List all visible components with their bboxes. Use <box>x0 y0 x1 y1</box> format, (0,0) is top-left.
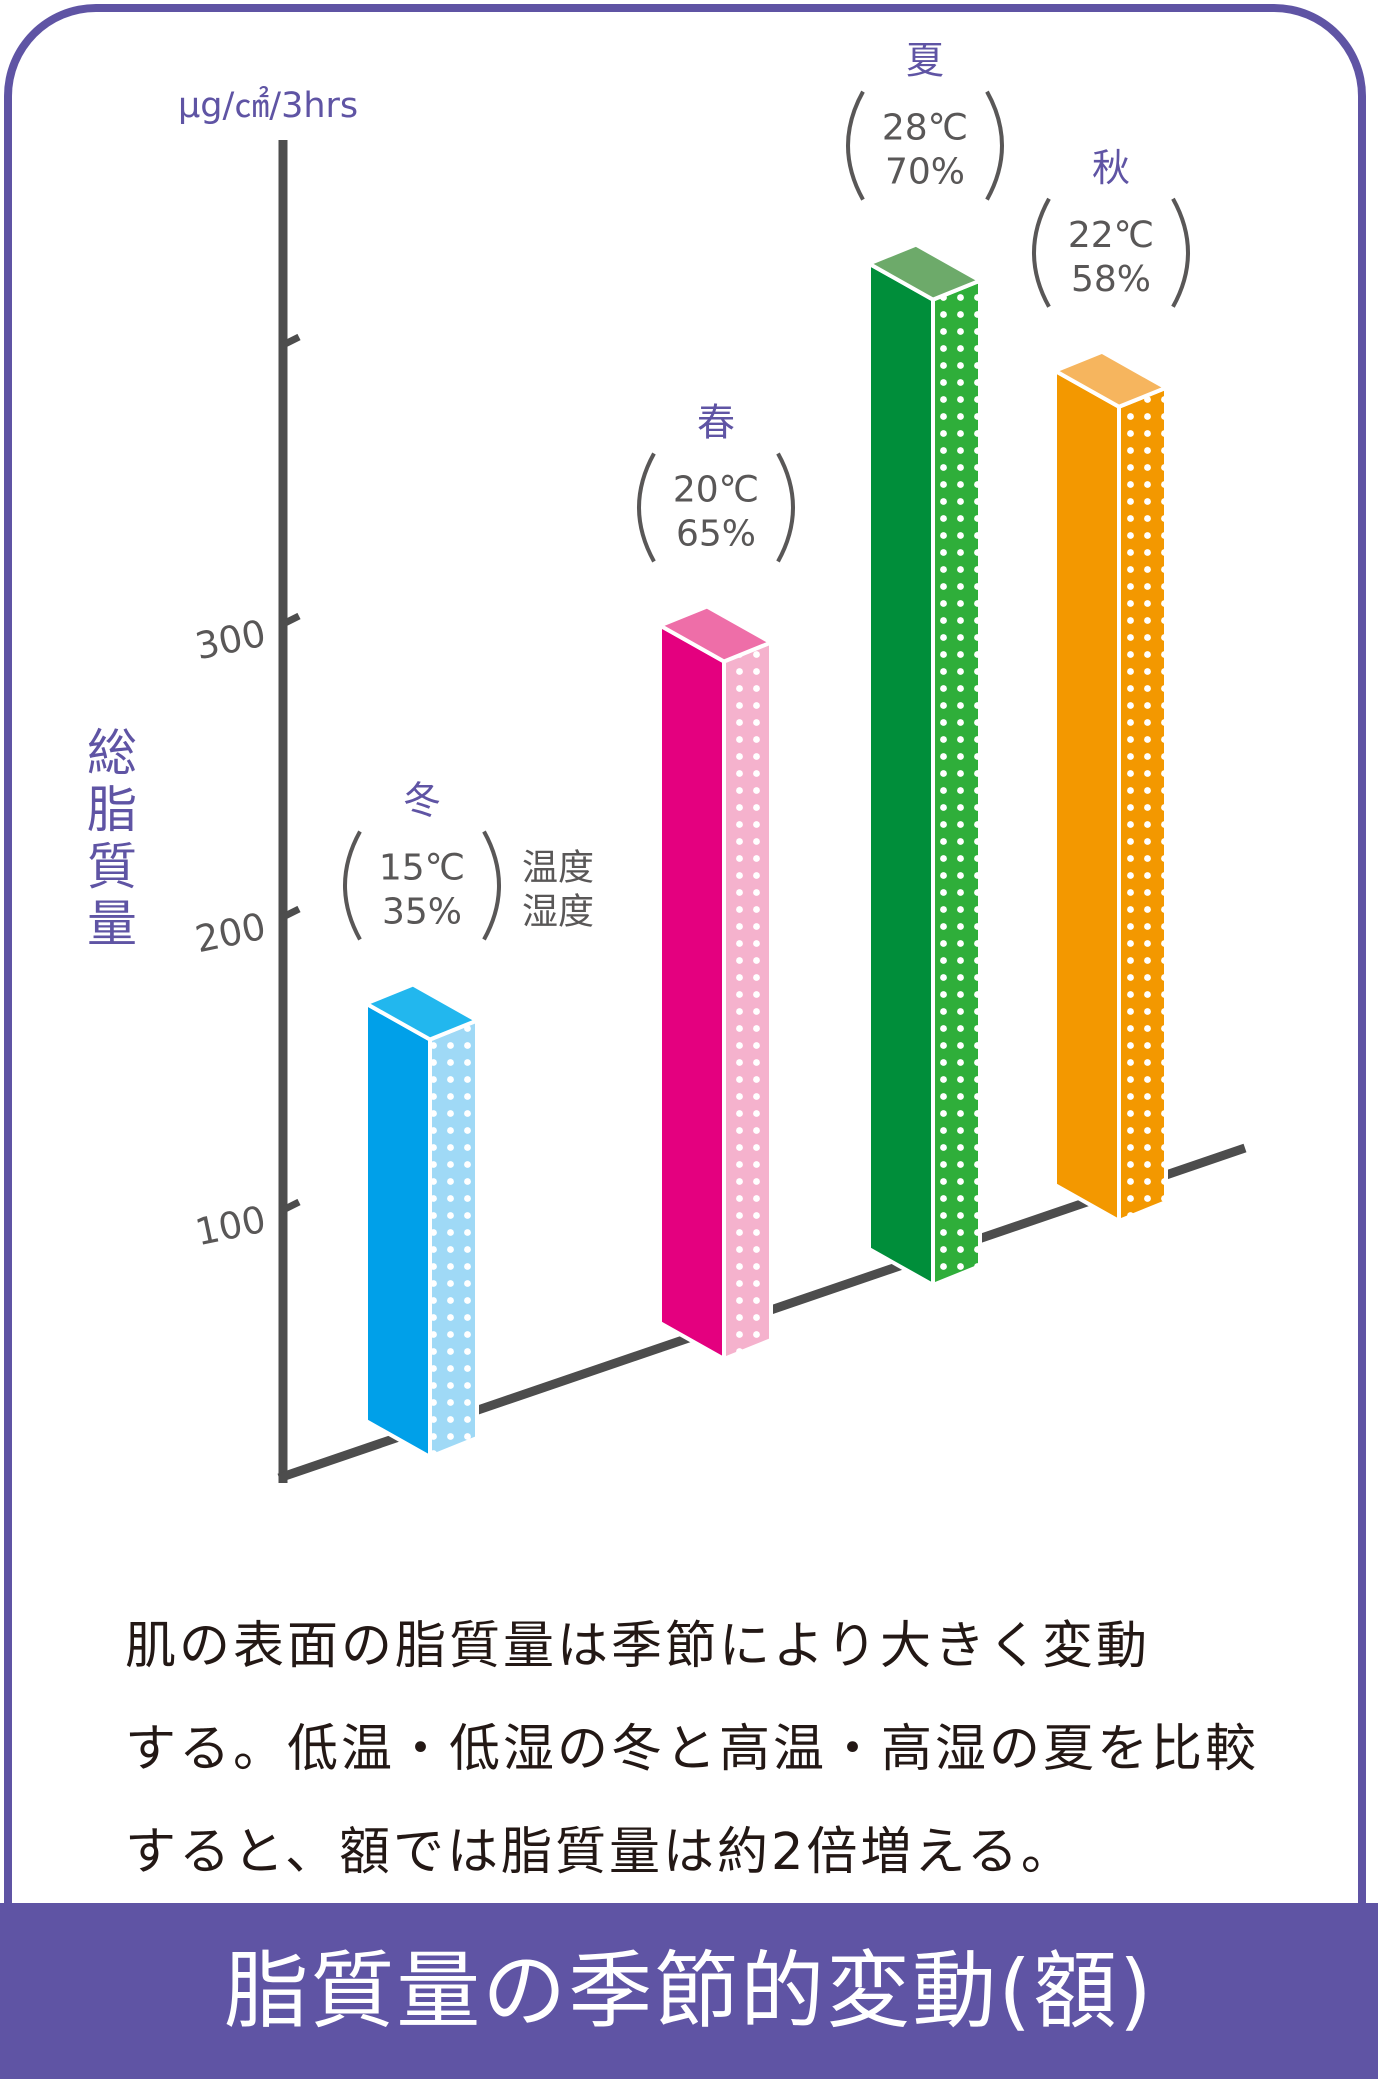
season-label: 春 <box>697 400 735 444</box>
humidity-label: 70% <box>885 152 965 193</box>
bar-side <box>428 1017 479 1460</box>
y-tick-label: 300 <box>192 612 270 669</box>
y-tick-mark <box>279 1198 301 1215</box>
bar-top <box>361 982 482 1042</box>
y-unit-label: μg/㎠/3hrs <box>178 85 358 126</box>
y-axis-title-char: 総 <box>87 724 137 782</box>
season-label: 夏 <box>906 39 944 83</box>
bars <box>361 242 1171 1461</box>
bar-front <box>658 622 726 1363</box>
y-axis-title-char: 脂 <box>87 781 137 839</box>
bracket-right <box>1171 197 1190 308</box>
y-tick-label: 100 <box>192 1198 270 1255</box>
y-axis-title-char: 質 <box>87 838 137 896</box>
bar-1 <box>361 982 482 1461</box>
humidity-label: 35% <box>382 892 462 933</box>
temperature-label: 15℃ <box>379 848 465 889</box>
bar-top <box>864 242 985 302</box>
y-tick-mark <box>279 333 301 350</box>
temperature-label: 28℃ <box>882 108 968 149</box>
bracket-right <box>776 452 795 563</box>
bar-top <box>1050 349 1171 409</box>
temperature-label: 20℃ <box>673 469 759 510</box>
bracket-left <box>846 90 865 201</box>
y-axis-title-char: 量 <box>87 895 137 953</box>
bar-2 <box>655 604 776 1363</box>
bracket-left <box>1032 197 1051 308</box>
humidity-label: 65% <box>676 513 756 554</box>
bracket-right <box>985 90 1004 201</box>
legend-temperature: 温度 <box>522 848 594 889</box>
season-label: 冬 <box>403 779 441 823</box>
bar-4 <box>1050 349 1171 1225</box>
bracket-right <box>482 830 501 941</box>
bracket-left <box>343 830 362 941</box>
bar-front <box>364 1000 432 1461</box>
temperature-label: 22℃ <box>1068 215 1154 256</box>
caption-line: 肌の表面の脂質量は季節により大きく変動 <box>125 1617 1150 1676</box>
bar-side <box>931 277 982 1288</box>
caption: 肌の表面の脂質量は季節により大きく変動 する。低温・低湿の冬と高温・高湿の夏を比… <box>125 1595 1305 1904</box>
footer-title: 脂質量の季節的変動(額) <box>0 1903 1378 2079</box>
bar-side <box>722 639 773 1362</box>
bar-front <box>1053 367 1121 1225</box>
bracket-left <box>637 452 656 563</box>
bar-3 <box>864 242 985 1289</box>
bar-front <box>867 260 935 1289</box>
season-label: 秋 <box>1092 146 1130 190</box>
bar-top <box>655 604 776 664</box>
bar-side <box>1117 384 1168 1224</box>
y-tick-label: 200 <box>192 905 270 962</box>
caption-line: する。低温・低湿の冬と高温・高湿の夏を比較 <box>125 1720 1260 1779</box>
humidity-label: 58% <box>1071 259 1151 300</box>
y-tick-mark <box>279 905 301 922</box>
y-tick-mark <box>279 612 301 629</box>
caption-line: すると、額では脂質量は約2倍増える。 <box>125 1823 1075 1882</box>
legend-humidity: 湿度 <box>522 892 594 933</box>
